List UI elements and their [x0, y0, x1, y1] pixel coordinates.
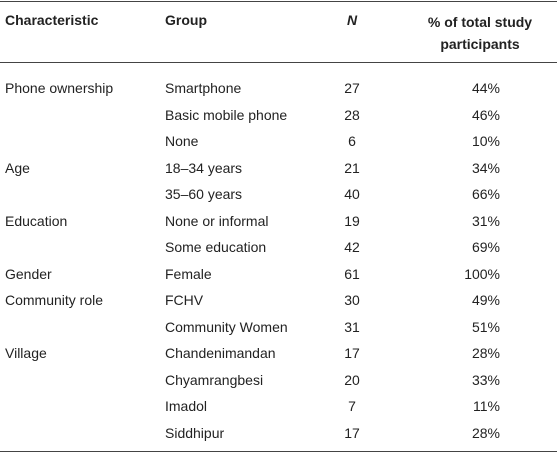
group-cell: Chandenimandan	[165, 345, 276, 361]
n-cell: 20	[344, 371, 360, 388]
group-cell: Siddhipur	[165, 424, 225, 441]
percent-cell: 33%	[471, 371, 500, 388]
percent-cell: 46%	[471, 106, 500, 123]
n-cell: 42	[344, 239, 360, 255]
percent-cell: 66%	[471, 186, 500, 202]
characteristic-cell: Village	[5, 345, 47, 361]
group-cell: Community Women	[165, 318, 288, 335]
group-cell: Imadol	[165, 398, 208, 414]
characteristic-cell: Age	[5, 159, 30, 176]
percent-cell: 10%	[471, 133, 500, 149]
group-cell: Basic mobile phone	[165, 106, 288, 123]
characteristic-cell: Community role	[5, 292, 104, 308]
n-cell: 61	[344, 265, 360, 282]
percent-cell: 44%	[471, 80, 500, 96]
n-cell: 31	[344, 318, 360, 335]
n-cell: 17	[344, 424, 360, 441]
group-cell: Female	[165, 265, 212, 282]
group-cell: Chyamrangbesi	[165, 371, 264, 388]
top-rule	[0, 1, 557, 2]
bottom-rule	[0, 451, 557, 452]
percent-cell: 100%	[464, 265, 500, 282]
header-cell: Characteristic	[5, 12, 99, 28]
characteristic-cell: Education	[5, 212, 68, 229]
percent-cell: 51%	[471, 318, 500, 335]
percent-cell: 34%	[471, 159, 500, 176]
group-cell: Some education	[165, 239, 267, 255]
percent-cell: 31%	[471, 212, 500, 229]
n-cell: 27	[344, 80, 360, 96]
n-cell: 6	[348, 133, 356, 149]
header-rule	[0, 62, 557, 63]
group-cell: None or informal	[165, 212, 269, 229]
percent-cell: 28%	[471, 424, 500, 441]
group-cell: 18–34 years	[165, 159, 243, 176]
header-cell: Group	[165, 12, 207, 28]
n-cell: 17	[344, 345, 360, 361]
characteristic-cell: Phone ownership	[5, 80, 114, 96]
n-cell: 40	[344, 186, 360, 202]
group-cell: 35–60 years	[165, 186, 243, 202]
percent-cell: 49%	[471, 292, 500, 308]
n-cell: 30	[344, 292, 360, 308]
characteristic-cell: Gender	[5, 265, 52, 282]
n-cell: 7	[348, 398, 356, 414]
group-cell: None	[165, 133, 199, 149]
n-cell: 19	[344, 212, 360, 229]
percent-cell: 69%	[471, 239, 500, 255]
n-cell: 21	[344, 159, 360, 176]
header-cell: % of total study participants	[427, 14, 533, 52]
group-cell: Smartphone	[165, 80, 242, 96]
header-cell: N	[346, 12, 358, 28]
group-cell: FCHV	[165, 292, 204, 308]
percent-cell: 28%	[471, 345, 500, 361]
percent-cell: 11%	[473, 398, 500, 414]
n-cell: 28	[344, 106, 360, 123]
